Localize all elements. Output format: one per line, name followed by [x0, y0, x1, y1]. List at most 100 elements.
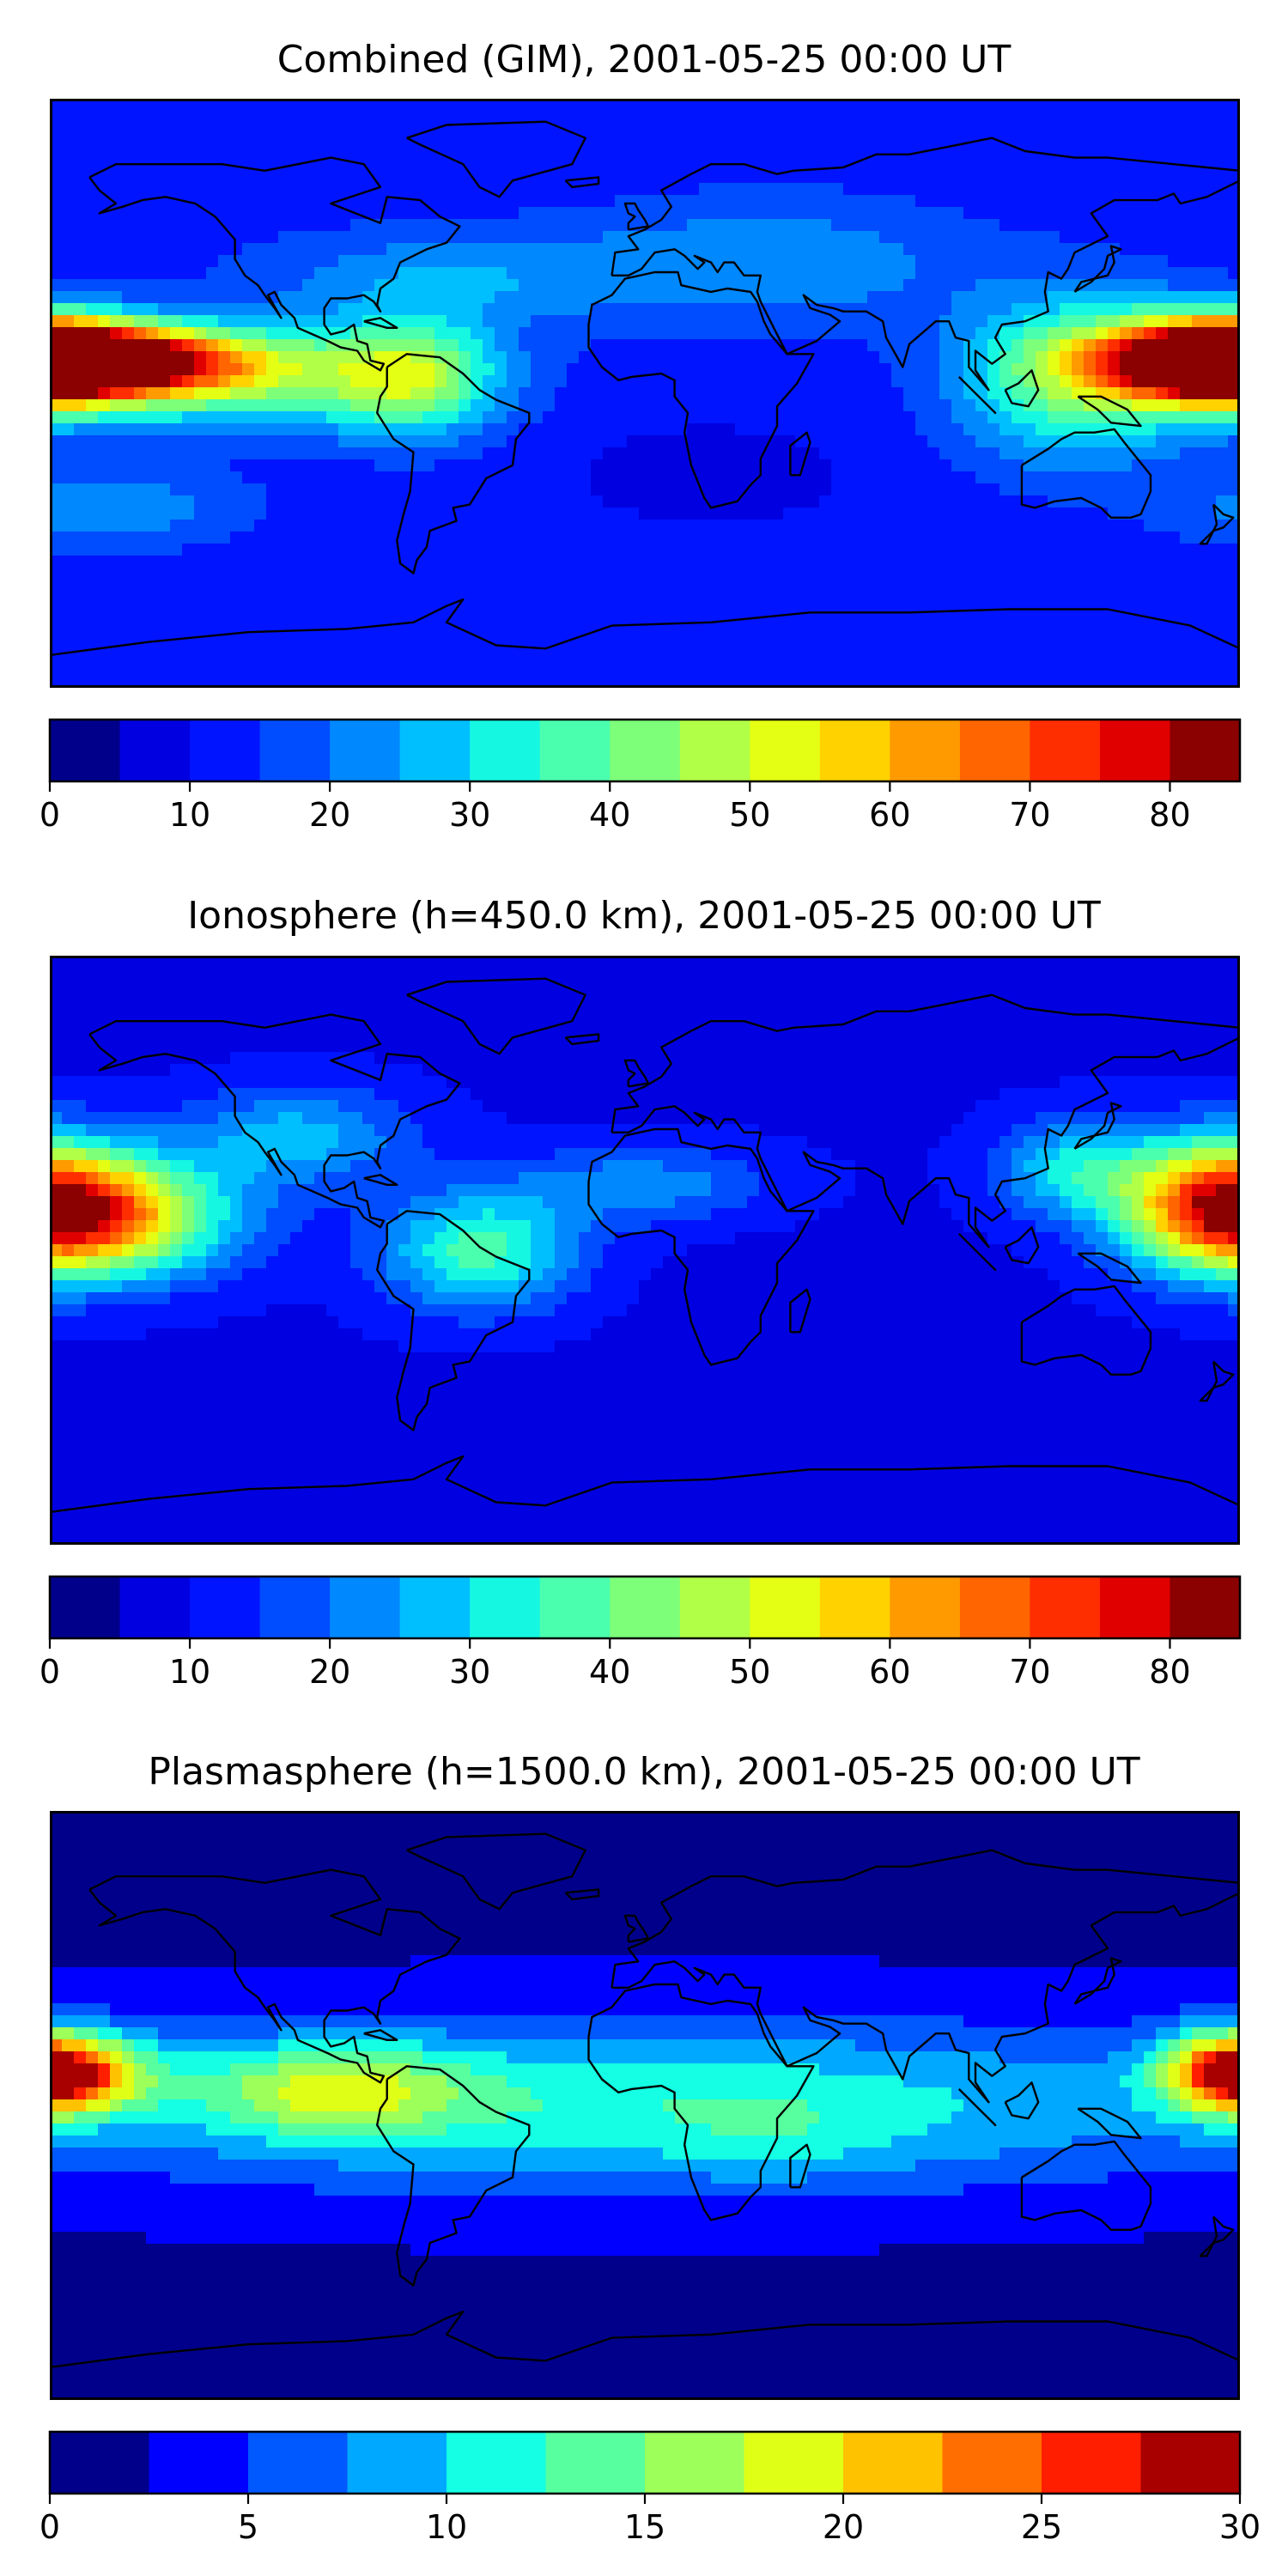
colorbar-tick-label: 25: [1021, 2508, 1062, 2546]
coastline-new-zealand: [1199, 503, 1235, 545]
coastline-new-zealand: [1199, 1360, 1235, 1402]
coastline-australia: [1020, 1285, 1152, 1376]
colorbar-tick-label: 5: [238, 2508, 258, 2546]
colorbar-segment: [545, 2432, 646, 2494]
colorbar-frame: [48, 1575, 1242, 1640]
coastline-iceland: [564, 176, 600, 189]
colorbar-tick-label: 70: [1009, 1653, 1050, 1691]
coastline-greenland: [406, 120, 586, 198]
colorbar-segment: [50, 720, 121, 781]
colorbar-segment: [149, 2432, 249, 2494]
colorbar-tick-label: 40: [589, 796, 630, 834]
colorbar-segment: [1170, 1577, 1241, 1638]
coastline-uk: [623, 1059, 650, 1088]
colorbar-segment: [190, 720, 261, 781]
coastline-iceland: [564, 1033, 600, 1046]
coastlines: [50, 977, 1240, 1545]
coastline-madagascar: [789, 431, 811, 477]
coastline-uk: [623, 202, 650, 231]
colorbar-segment: [399, 1577, 471, 1638]
coastline-cuba: [363, 1174, 398, 1186]
coastlines: [50, 120, 1240, 688]
colorbar-segment: [190, 1577, 261, 1638]
coastline-north-america: [88, 1013, 461, 1229]
coastline-japan: [1073, 245, 1122, 293]
coastline-australia: [1020, 2140, 1152, 2231]
coastline-cuba: [363, 317, 398, 329]
colorbar-segment: [890, 720, 961, 781]
colorbar-segment: [610, 1577, 681, 1638]
colorbar-tick-label: 50: [729, 796, 770, 834]
coastline-sumatra: [957, 1233, 997, 1272]
colorbar-tick-label: 30: [449, 796, 490, 834]
colorbar-segment: [959, 1577, 1030, 1638]
colorbar-segment: [1030, 1577, 1101, 1638]
colorbar-segment: [119, 720, 191, 781]
coastline-borneo: [1004, 369, 1040, 408]
panel-title-plasmasphere: Plasmasphere (h=1500.0 km), 2001-05-25 0…: [148, 1750, 1140, 1794]
panel-title-ionosphere: Ionosphere (h=450.0 km), 2001-05-25 00:0…: [187, 894, 1101, 938]
coastline-north-america: [88, 156, 461, 372]
colorbar-segment: [1042, 2432, 1141, 2494]
colorbar-frame: [48, 2430, 1242, 2495]
coastline-south-america: [376, 2065, 531, 2287]
coastline-cuba: [363, 2029, 398, 2041]
colorbar-frame: [48, 718, 1242, 783]
colorbar-tick-label: 80: [1149, 1653, 1190, 1691]
colorbar-tick-label: 60: [869, 796, 910, 834]
coastline-new-guinea: [1077, 1252, 1142, 1285]
colorbar-segment: [750, 720, 821, 781]
contour-field: [50, 99, 1240, 688]
coastline-borneo: [1004, 2081, 1040, 2120]
colorbar-tick-label: 0: [39, 1653, 60, 1691]
map-plasmasphere: [50, 1811, 1240, 2400]
colorbar-segment: [959, 720, 1030, 781]
coastline-africa: [587, 1983, 815, 2221]
map-combined: [50, 99, 1240, 688]
colorbar-segment: [399, 720, 471, 781]
colorbar-2: 0 5 10 15 20 25 30: [39, 2430, 1261, 2546]
colorbar-0: 0 10 20 30 40 50 60 70 80: [39, 718, 1242, 834]
coastline-sumatra: [957, 376, 997, 415]
colorbar-segment: [330, 1577, 401, 1638]
coastline-greenland: [406, 977, 586, 1055]
colorbar-tick-label: 40: [589, 1653, 630, 1691]
colorbar-segment: [330, 720, 401, 781]
coastline-antarctica: [50, 2310, 1240, 2400]
contour-field: [50, 956, 1240, 1545]
colorbar-tick-label: 10: [169, 1653, 210, 1691]
colorbar-segment: [819, 1577, 890, 1638]
colorbar-segment: [347, 2432, 447, 2494]
colorbar-segment: [750, 1577, 821, 1638]
colorbar-segment: [259, 1577, 331, 1638]
coastline-sumatra: [957, 2088, 997, 2127]
colorbar-segment: [1170, 720, 1241, 781]
colorbar-segment: [679, 720, 750, 781]
map-frame: [50, 1811, 1240, 2400]
colorbar-segment: [539, 720, 611, 781]
coastline-borneo: [1004, 1226, 1040, 1265]
colorbar-segment: [1099, 1577, 1170, 1638]
colorbar-tick-label: 20: [823, 2508, 864, 2546]
colorbar-segment: [610, 720, 681, 781]
coastline-north-america: [88, 1868, 461, 2084]
colorbar-tick-label: 80: [1149, 796, 1190, 834]
coastline-uk: [623, 1914, 650, 1943]
colorbar-segment: [119, 1577, 191, 1638]
colorbar-segment: [50, 2432, 149, 2494]
colorbar-tick-label: 0: [39, 796, 60, 834]
colorbar-segment: [470, 720, 541, 781]
coastlines: [50, 1832, 1240, 2400]
coastline-antarctica: [50, 1455, 1240, 1545]
colorbar-segment: [1140, 2432, 1241, 2494]
colorbar-tick-label: 15: [624, 2508, 665, 2546]
coastline-south-america: [376, 353, 531, 574]
coastline-new-guinea: [1077, 2107, 1142, 2140]
colorbar-tick-label: 30: [449, 1653, 490, 1691]
coastline-madagascar: [789, 1288, 811, 1334]
colorbar-tick-label: 20: [309, 796, 350, 834]
colorbar-segment: [679, 1577, 750, 1638]
coastline-australia: [1020, 428, 1152, 519]
colorbar-segment: [50, 1577, 121, 1638]
coastline-antarctica: [50, 598, 1240, 688]
